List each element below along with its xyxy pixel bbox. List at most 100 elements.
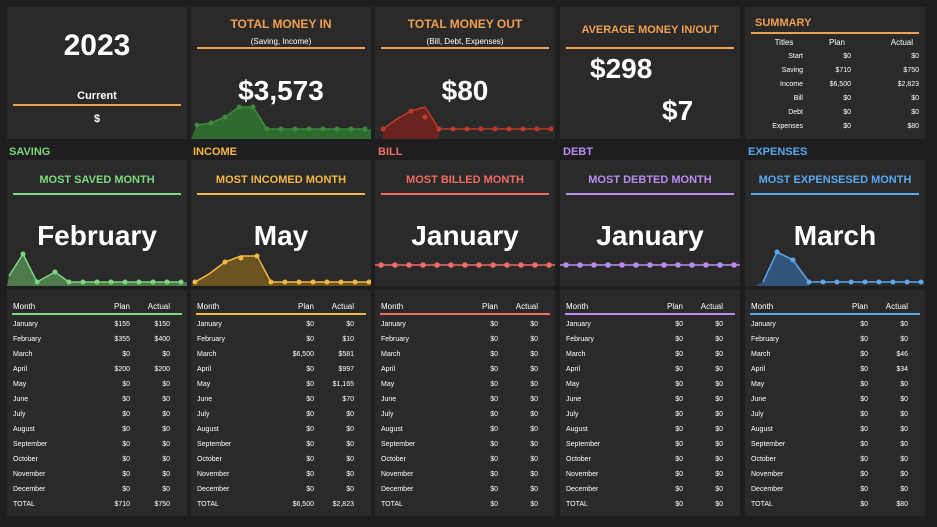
plan-cell: $0 [490,501,498,508]
table-row: April $0 $997 [196,362,366,377]
plan-cell: $0 [122,396,130,403]
actual-cell: $0 [715,321,723,328]
actual-cell: $0 [530,351,538,358]
average-in-value: $298 [590,53,653,84]
actual-cell: $0 [900,471,908,478]
table-header-rule [12,313,182,315]
most-debted-panel: MOST DEBTED MONTH January [560,160,740,286]
actual-cell: $0 [162,486,170,493]
month-cell: TOTAL [566,501,588,508]
month-cell: TOTAL [751,501,773,508]
table-row: December $0 $0 [565,482,735,497]
table-header-rule [565,313,735,315]
actual-cell: $400 [154,336,170,343]
summary-actual-cell: $80 [907,122,919,130]
table-header-row: Month Plan Actual [565,299,735,313]
month-cell: March [751,351,771,358]
most-billed-panel: MOST BILLED MONTH January [375,160,555,286]
plan-cell: $0 [306,441,314,448]
table-row: January $155 $150 [12,317,182,332]
actual-cell: $0 [530,336,538,343]
summary-title-cell: Start [788,52,803,60]
plan-cell: $0 [860,501,868,508]
summary-plan-cell: $0 [843,94,851,102]
table-row: February $0 $10 [196,332,366,347]
table-row: August $0 $0 [750,422,920,437]
actual-cell: $0 [715,381,723,388]
most-incomed-panel: MOST INCOMED MONTH May [191,160,371,286]
month-cell: TOTAL [197,501,219,508]
actual-cell: $0 [530,441,538,448]
month-cell: TOTAL [381,501,403,508]
bill-table: Month Plan Actual January $0 $0 February $0 $0 Ma… [380,299,550,512]
month-cell: January [566,321,591,328]
section-expenses: EXPENSES [748,146,808,158]
table-row: October $0 $0 [565,452,735,467]
summary-actual-cell: $750 [903,66,919,74]
header-month: Month [566,301,589,311]
summary-title-cell: Saving [781,66,803,74]
actual-cell: $0 [530,321,538,328]
most-debted-sparkline [560,262,740,268]
header-plan: Plan [666,301,683,311]
plan-cell: $0 [675,456,683,463]
actual-cell: $0 [900,381,908,388]
table-header-rule [196,313,366,315]
table-row: December $0 $0 [12,482,182,497]
table-row: October $0 $0 [380,452,550,467]
summary-plan-cell: $0 [843,108,851,116]
table-row: July $0 $0 [750,407,920,422]
actual-cell: $0 [346,321,354,328]
plan-cell: $0 [306,426,314,433]
current-rule [13,104,181,106]
month-cell: September [381,441,416,448]
actual-cell: $0 [715,456,723,463]
month-cell: July [751,411,764,418]
table-row: October $0 $0 [196,452,366,467]
income-table-panel: Month Plan Actual January $0 $0 February $0 $10 M… [191,290,371,516]
summary-header-row: Titles Plan Actual [751,35,919,49]
header-month: Month [13,301,36,311]
table-header-row: Month Plan Actual [380,299,550,313]
actual-cell: $0 [715,336,723,343]
year-panel: 2023 Current $ [7,7,187,139]
summary-header-titles: Titles [774,37,794,47]
month-cell: August [197,426,219,433]
header-actual: Actual [331,301,354,311]
actual-cell: $34 [896,366,908,373]
money-out-title: TOTAL MONEY OUT [407,17,523,31]
plan-cell: $355 [114,336,130,343]
month-cell: February [197,336,226,343]
table-row: June $0 $0 [380,392,550,407]
month-cell: October [381,456,406,463]
plan-cell: $0 [675,426,683,433]
most-billed-sparkline [375,262,555,268]
actual-cell: $581 [338,351,354,358]
table-row: July $0 $0 [380,407,550,422]
plan-cell: $0 [490,411,498,418]
plan-cell: $0 [490,456,498,463]
month-cell: December [751,486,784,493]
table-row: September $0 $0 [565,437,735,452]
table-row: August $0 $0 [565,422,735,437]
actual-cell: $0 [715,471,723,478]
actual-cell: $0 [530,456,538,463]
actual-cell: $0 [900,336,908,343]
actual-cell: $0 [346,441,354,448]
plan-cell: $6,500 [292,351,314,358]
summary-row: Start $0 $0 [751,49,919,63]
header-actual: Actual [885,301,908,311]
actual-cell: $0 [715,396,723,403]
table-row: November $0 $0 [565,467,735,482]
actual-cell: $0 [346,486,354,493]
most-incomed-title: MOST INCOMED MONTH [215,174,347,186]
table-row: TOTAL $710 $750 [12,497,182,512]
actual-cell: $0 [715,501,723,508]
header-actual: Actual [515,301,538,311]
month-cell: July [197,411,210,418]
most-saved-panel: MOST SAVED MONTH February [7,160,187,286]
plan-cell: $0 [306,411,314,418]
most-expensesed-rule [751,193,919,195]
current-label: Current [77,90,117,102]
header-plan: Plan [851,301,868,311]
